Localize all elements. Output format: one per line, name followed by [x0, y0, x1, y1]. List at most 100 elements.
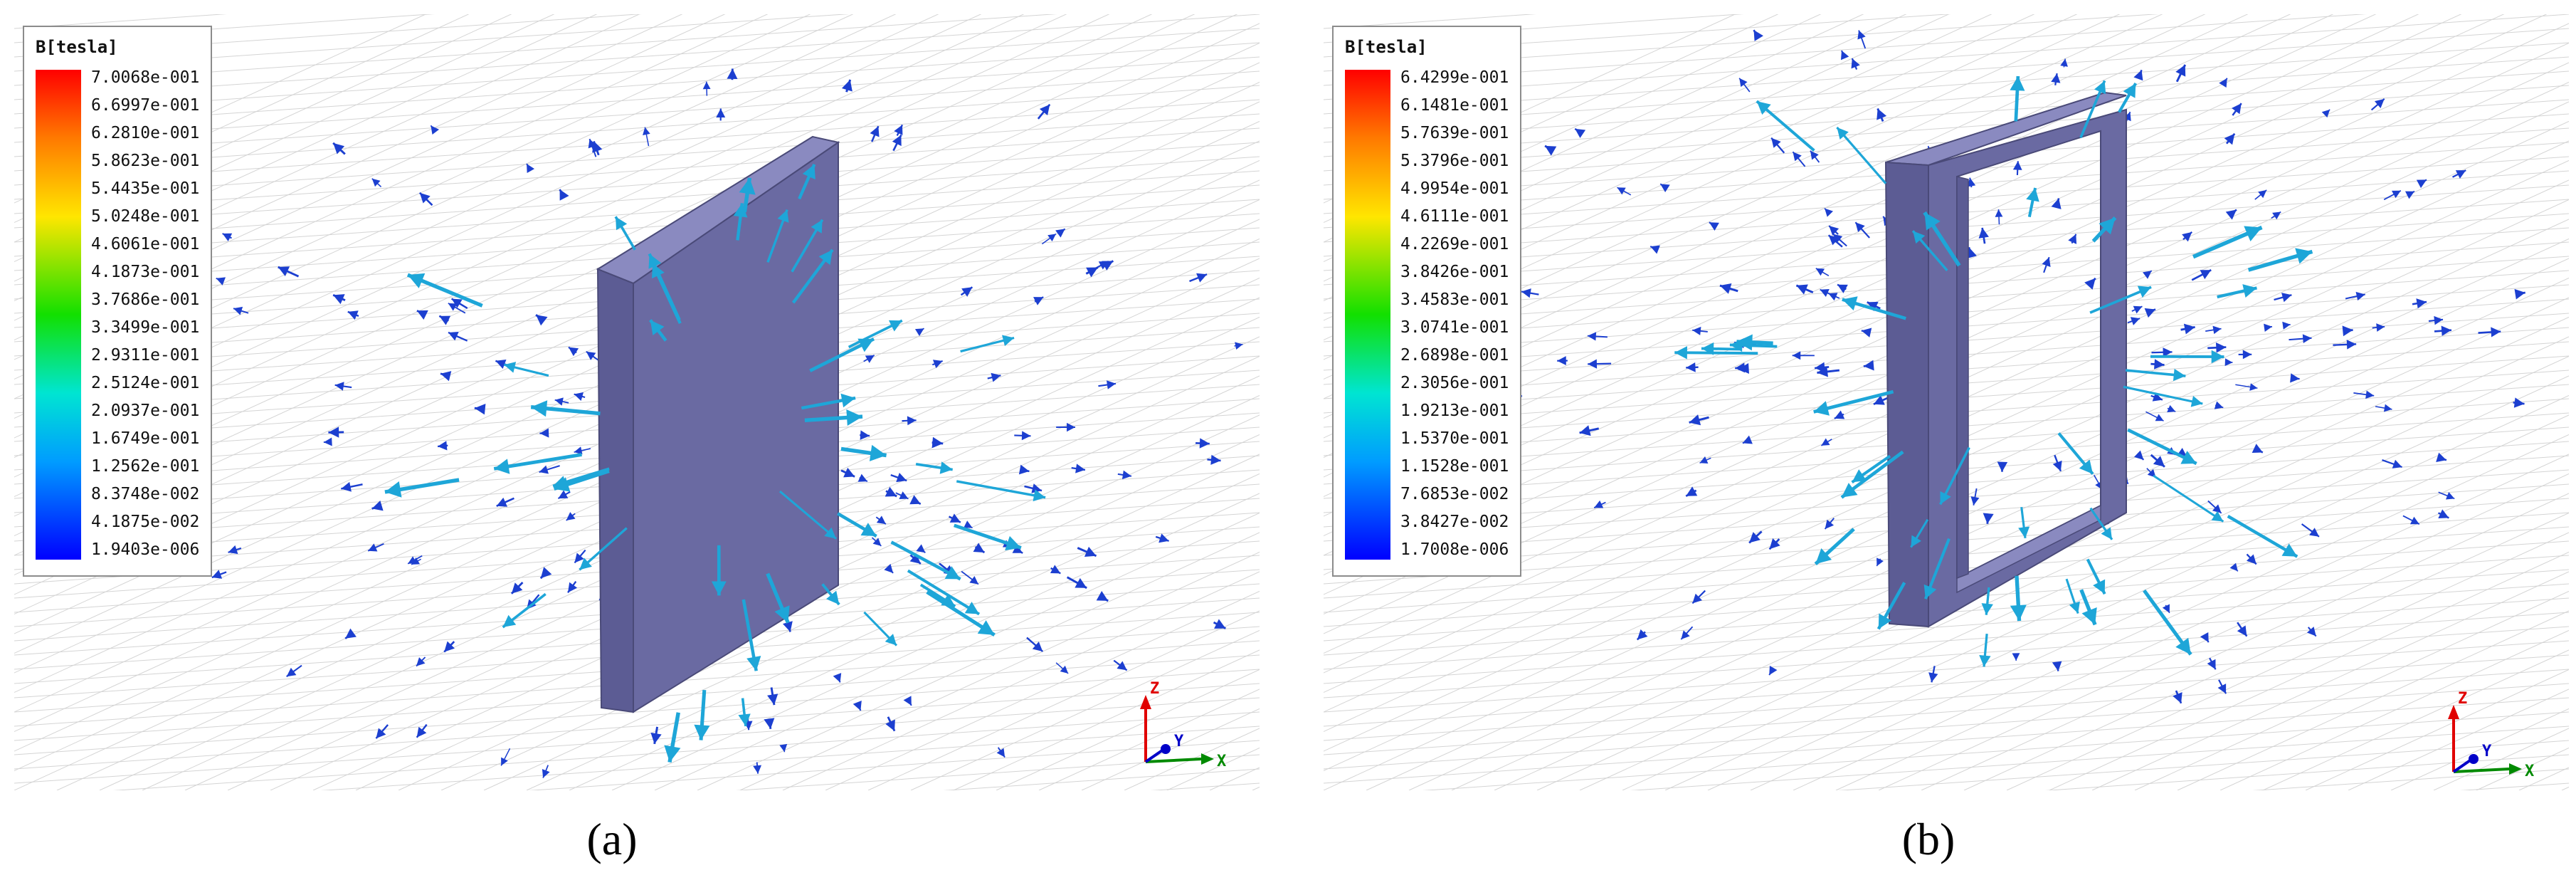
- field-vector-head: [2441, 325, 2451, 336]
- field-vector-head: [495, 359, 507, 370]
- field-vector-head: [1637, 629, 1648, 640]
- field-vector-head: [448, 303, 458, 311]
- grid-line: [14, 14, 1057, 86]
- axis-triad: X Z Y: [1140, 680, 1226, 770]
- grid-line: [654, 512, 1260, 790]
- field-vector-head: [650, 733, 662, 744]
- field-vector-head: [2094, 80, 2106, 95]
- field-vector-head: [2264, 323, 2273, 333]
- legend-tick-label: 4.1873e-001: [91, 263, 200, 281]
- grid-line: [184, 297, 1260, 790]
- grid-line: [1209, 767, 1260, 790]
- grid-line: [14, 669, 1260, 755]
- field-vector-head: [2342, 325, 2353, 337]
- field-vector-head: [222, 233, 233, 241]
- field-vector-head: [1002, 335, 1015, 347]
- field-vector-head: [702, 81, 711, 90]
- panel-b: X Z Y B[tesla] 6.4299e-001 6.1481e-001 5.7…: [1324, 14, 2569, 790]
- grid-line: [14, 14, 683, 321]
- field-vector-head: [416, 310, 428, 320]
- axis-origin: [2469, 754, 2479, 764]
- field-vector-head: [1067, 422, 1075, 432]
- grid-line: [14, 42, 1260, 129]
- field-vector-head: [811, 219, 823, 234]
- grid-line: [2561, 786, 2569, 790]
- grid-line: [14, 14, 850, 72]
- field-vector-head: [885, 634, 897, 646]
- field-vector-head: [211, 570, 223, 579]
- grid-line: [1324, 14, 2548, 576]
- grid-line: [1324, 85, 2569, 172]
- field-vector-head: [870, 126, 880, 137]
- grid-line: [2177, 610, 2569, 790]
- grid-line: [14, 697, 1260, 784]
- axis-z-arrow: [2448, 705, 2459, 719]
- field-vector-head: [439, 315, 451, 325]
- field-vector-head: [2144, 308, 2156, 318]
- field-vector-head: [1701, 342, 1714, 355]
- field-vector-head: [1686, 362, 1696, 372]
- grid-line: [1324, 23, 2569, 595]
- field-vector-head: [1121, 470, 1131, 480]
- field-vector-head: [996, 748, 1005, 758]
- field-vector-head: [2123, 83, 2136, 98]
- grid-line: [867, 610, 1260, 790]
- grid-line: [14, 199, 1260, 286]
- field-vector-head: [574, 392, 584, 401]
- field-vector-head: [2225, 209, 2237, 220]
- field-vector-head: [1821, 438, 1830, 446]
- field-vector-head: [1055, 229, 1065, 238]
- field-vectors-front: [1674, 75, 2313, 667]
- field-vector-head: [341, 481, 352, 492]
- grid-line: [1324, 14, 1744, 43]
- field-vector-head: [2079, 459, 2094, 474]
- legend-tick-label: 6.4299e-001: [1400, 68, 1509, 87]
- field-vector: [1674, 351, 1758, 355]
- field-vector-head: [579, 557, 592, 570]
- field-vector-head: [1594, 500, 1604, 508]
- field-vector-head: [2026, 187, 2039, 202]
- grid-line: [14, 14, 1195, 556]
- field-vector-head: [903, 696, 912, 706]
- field-vector-head: [496, 497, 508, 507]
- field-vector-head: [511, 582, 523, 594]
- grid-line: [735, 754, 1260, 790]
- grid-line: [2476, 747, 2569, 790]
- grid-line: [1324, 14, 1907, 282]
- field-vector-head: [1813, 401, 1830, 416]
- grid-line: [14, 156, 1260, 243]
- field-vector-head: [448, 332, 459, 341]
- plate-side-face: [596, 268, 634, 713]
- field-vector-head: [2175, 637, 2191, 655]
- field-vector-head: [2416, 298, 2427, 309]
- field-vector-head: [885, 486, 897, 497]
- field-vector-head: [444, 641, 455, 652]
- field-vector-head: [323, 437, 332, 446]
- field-vector-head: [664, 745, 681, 763]
- grid-line: [1324, 42, 2569, 615]
- field-vector-head: [1117, 661, 1127, 671]
- field-vector-head: [932, 360, 943, 369]
- legend-tick-label: 2.6898e-001: [1400, 346, 1509, 365]
- grid-line: [1630, 726, 2569, 790]
- field-vector-head: [899, 491, 909, 500]
- grid-line: [825, 590, 1260, 790]
- field-vector-head: [1793, 152, 1802, 162]
- axis-x-arrow: [1201, 753, 1214, 765]
- grid-line: [1324, 683, 2569, 770]
- field-vector-head: [2416, 179, 2427, 189]
- field-vector-head: [1841, 483, 1858, 498]
- field-vector-head: [1967, 177, 1976, 187]
- field-vector-head: [2012, 161, 2022, 170]
- grid-line: [1324, 14, 2419, 517]
- field-vector-head: [2224, 133, 2235, 145]
- grid-line: [1324, 14, 1992, 321]
- field-vector-head: [328, 426, 339, 438]
- field-vector-head: [1107, 380, 1117, 389]
- field-vector-head: [2155, 414, 2164, 422]
- colorbar: [36, 70, 81, 560]
- field-vector-head: [767, 693, 778, 706]
- grid-line: [1579, 336, 2569, 790]
- field-vector-head: [431, 125, 439, 135]
- field-vector-head: [852, 700, 862, 711]
